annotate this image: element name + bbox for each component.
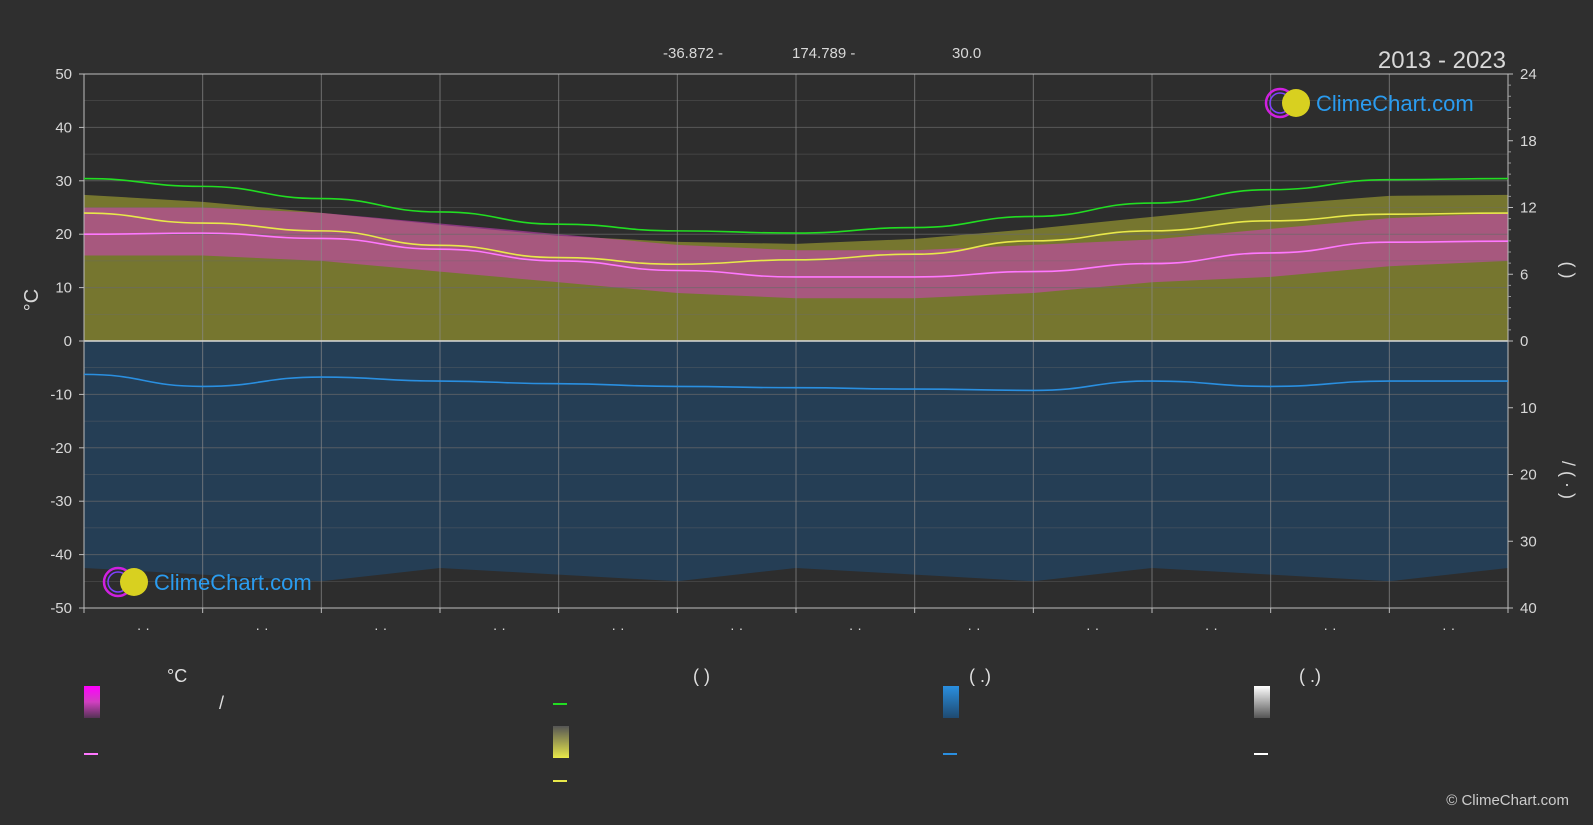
left-tick-label: -50 <box>50 600 72 617</box>
right-bottom-tick-label: 20 <box>1520 467 1537 484</box>
right-top-tick-label: 12 <box>1520 200 1537 217</box>
sunshine-line <box>83 212 1509 266</box>
right-top-tick-label: 18 <box>1520 133 1537 150</box>
logo-bottom-text: ClimeChart.com <box>154 570 312 595</box>
sunshine-range-swatch <box>553 726 569 758</box>
month-label: · · <box>849 620 862 636</box>
logo-bottom-sun <box>120 568 148 596</box>
snow-range-swatch <box>1254 686 1270 718</box>
left-tick-label: -30 <box>50 493 72 510</box>
right-top-tick-label: 0 <box>1520 333 1528 350</box>
month-label: · · <box>1323 620 1336 636</box>
legend-col4-heading: ( .) <box>1299 666 1321 686</box>
sunshine-swatch <box>553 780 567 782</box>
daylight-line <box>83 177 1509 234</box>
left-tick-label: 50 <box>55 66 72 83</box>
longitude-text: 174.789 - <box>792 45 855 62</box>
elevation-text: 30.0 <box>952 45 981 62</box>
month-label: · · <box>611 620 624 636</box>
period-text: 2013 - 2023 <box>1378 47 1506 74</box>
left-tick-label: 10 <box>55 280 72 297</box>
right-top-tick-label: 6 <box>1520 266 1528 283</box>
left-tick-label: 0 <box>64 333 72 350</box>
legend-col2-heading: ( ) <box>693 666 710 686</box>
month-label: · · <box>1086 620 1099 636</box>
mean-temp-swatch <box>84 753 98 755</box>
mean-temp-line <box>83 232 1509 278</box>
precipitation-line <box>83 373 1508 392</box>
precip-range-swatch <box>943 686 959 718</box>
month-label: · · <box>137 620 150 636</box>
right-bottom-axis-label: / ( · ) <box>1558 461 1578 499</box>
logo-top-sun <box>1282 89 1310 117</box>
logo-top-text: ClimeChart.com <box>1316 91 1474 116</box>
copyright: © ClimeChart.com <box>1446 792 1569 809</box>
snow-mean-swatch <box>1254 753 1268 755</box>
month-label: · · <box>374 620 387 636</box>
left-tick-label: 20 <box>55 226 72 243</box>
climate-chart: 50 40 30 20 10 0 -10 -20 -30 -40 -50 24 18 12 6 0 10 20 30… <box>21 45 1578 636</box>
latitude-text: -36.872 - <box>663 45 723 62</box>
left-tick-label: 30 <box>55 173 72 190</box>
left-tick-label: 40 <box>55 119 72 136</box>
right-top-tick-label: 24 <box>1520 66 1537 83</box>
month-label: · · <box>967 620 980 636</box>
legend-col1-item1: / <box>219 693 225 713</box>
left-axis-label: °C <box>21 289 43 311</box>
legend-col3-heading: ( .) <box>969 666 991 686</box>
legend-col1-heading: °C <box>167 666 188 686</box>
left-tick-label: -40 <box>50 547 72 564</box>
month-label: · · <box>1442 620 1455 636</box>
month-label: · · <box>493 620 506 636</box>
right-bottom-tick-label: 40 <box>1520 600 1537 617</box>
month-label: · · <box>1205 620 1218 636</box>
precip-mean-swatch <box>943 753 957 755</box>
month-label: · · <box>255 620 268 636</box>
left-tick-label: -20 <box>50 440 72 457</box>
left-tick-label: -10 <box>50 386 72 403</box>
legend: °C / ( ) ( .) ( .) © ClimeChart.com <box>0 640 1593 825</box>
daylight-swatch <box>553 703 567 705</box>
right-bottom-tick-label: 10 <box>1520 400 1537 417</box>
right-top-axis-label: ( ) <box>1558 262 1578 279</box>
month-label: · · <box>730 620 743 636</box>
right-bottom-tick-label: 30 <box>1520 533 1537 550</box>
temp-range-swatch <box>84 686 100 718</box>
